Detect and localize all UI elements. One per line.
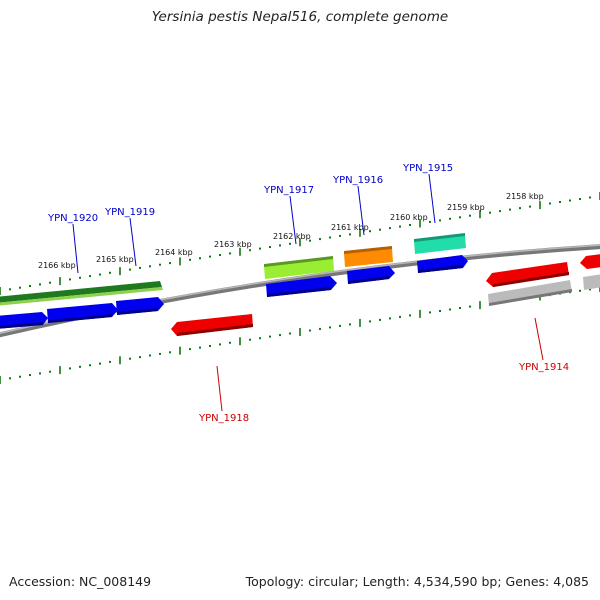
scale-label: 2158 kbp [506, 192, 544, 201]
feature-orange [344, 248, 393, 267]
gene-leader-line [289, 195, 297, 245]
cds-blue-4 [266, 276, 337, 297]
gene-leader-line [216, 365, 223, 412]
cds-blue-6 [417, 255, 468, 273]
genome-summary-text: Topology: circular; Length: 4,534,590 bp… [245, 574, 589, 589]
gene-leader-line [428, 173, 436, 224]
gene-leader-line [357, 185, 365, 236]
gene-label-ypn-1916[interactable]: YPN_1916 [332, 175, 383, 186]
scale-label: 2166 kbp [38, 261, 76, 270]
gene-leader-line [72, 223, 79, 274]
gene-label-ypn-1919[interactable]: YPN_1919 [104, 207, 155, 218]
scale-label: 2165 kbp [96, 255, 134, 264]
scale-label: 2164 kbp [155, 248, 193, 257]
cds-blue-3 [116, 297, 164, 315]
cds-blue-5 [347, 266, 395, 284]
cds-red-3 [580, 254, 600, 269]
cds-red-1 [171, 314, 253, 336]
feature-lime [264, 257, 334, 279]
gene-label-ypn-1917[interactable]: YPN_1917 [263, 185, 314, 196]
cds-blue-1 [0, 312, 48, 329]
gene-label-ypn-1914[interactable]: YPN_1914 [518, 362, 569, 373]
map-title: Yersinia pestis Nepal516, complete genom… [151, 9, 449, 25]
outer-tick-row [0, 192, 600, 295]
gene-leader-line [129, 217, 137, 267]
scale-label: 2159 kbp [447, 203, 485, 212]
inner-tick-row [0, 284, 600, 384]
accession-text: Accession: NC_008149 [9, 574, 152, 589]
gene-label-ypn-1918[interactable]: YPN_1918 [198, 413, 249, 424]
feature-dark-green [0, 281, 163, 306]
cds-red-2 [486, 262, 569, 287]
scale-label: 2161 kbp [331, 223, 369, 232]
scale-label: 2162 kbp [273, 232, 311, 241]
scale-label: 2160 kbp [390, 213, 428, 222]
scale-label: 2163 kbp [214, 240, 252, 249]
cds-blue-2 [47, 303, 118, 323]
gene-label-ypn-1915[interactable]: YPN_1915 [402, 163, 453, 174]
gene-leader-line [534, 317, 544, 361]
gene-label-ypn-1920[interactable]: YPN_1920 [47, 213, 98, 224]
feature-grey-2 [583, 274, 600, 290]
feature-grey-1 [488, 280, 572, 306]
